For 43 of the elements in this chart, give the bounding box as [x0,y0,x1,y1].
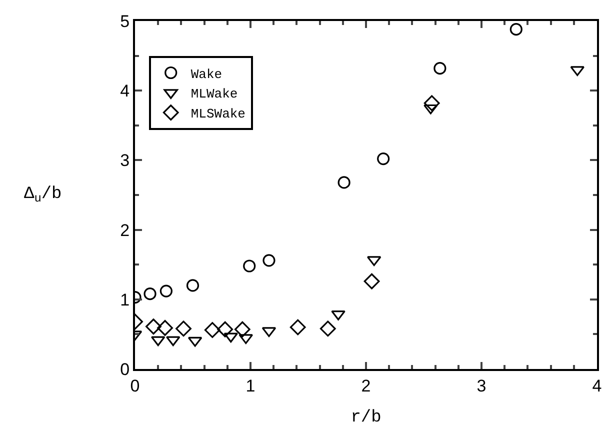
point [217,321,234,338]
point [243,260,256,272]
legend-label: Wake [190,66,222,82]
point [377,152,390,166]
point [262,254,276,267]
y-tick-label: 3 [120,151,130,170]
point [366,256,382,266]
y-tick-label: 2 [120,220,130,240]
x-axis-title: r/b [350,408,382,428]
y-tick-label: 4 [120,82,130,101]
point [331,310,346,320]
point [338,176,350,189]
point [186,279,200,292]
point [510,23,522,36]
point [262,327,276,338]
point [204,322,220,338]
point [570,66,585,76]
y-tick-label: 0 [120,360,130,379]
point [157,320,173,336]
point [176,320,192,337]
point [320,320,336,337]
point [166,336,180,346]
point [146,318,162,334]
legend-label: MLSWake [190,106,246,122]
x-tick-label: 2 [361,376,371,396]
legend-label: MLWake [190,86,238,102]
x-tick-label: 3 [476,376,486,396]
point [424,95,440,112]
point [144,288,156,300]
point [188,336,202,347]
point [224,332,238,343]
x-tick-label: 1 [246,376,256,396]
y-tick-label: 5 [120,12,130,31]
y-tick-label: 1 [120,290,130,310]
point [434,62,446,75]
point [424,104,438,114]
point [234,321,250,338]
point [150,336,166,346]
x-tick-label: 4 [592,376,602,396]
point [160,284,172,298]
point [290,319,306,336]
y-axis-title: Δ$_{u}$/b [24,185,62,206]
point [364,273,380,290]
